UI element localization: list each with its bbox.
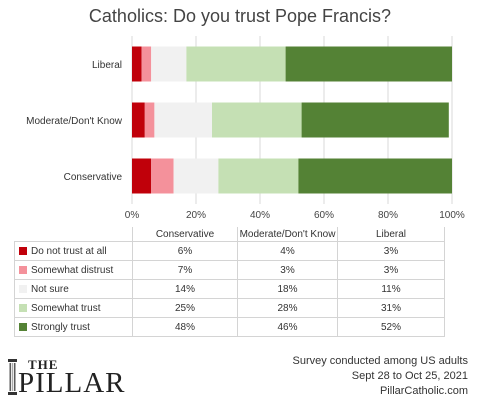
source-line-3: PillarCatholic.com [379, 385, 468, 397]
source-line-1: Survey conducted among US adults [292, 355, 469, 367]
table-cell: 18% [237, 279, 338, 299]
bar-segment [186, 46, 286, 82]
table-cell: 25% [132, 298, 238, 318]
data-table: Conservative Moderate/Don't Know Liberal… [14, 227, 445, 337]
chart-title: Catholics: Do you trust Pope Francis? [88, 6, 392, 26]
table-corner [15, 227, 133, 242]
row-label-text: Somewhat trust [31, 302, 101, 314]
table-cell: 3% [237, 260, 338, 280]
row-label: Somewhat distrust [14, 260, 133, 280]
bar-segment [144, 102, 155, 138]
column-header: Liberal [337, 227, 445, 242]
bar-segment [212, 102, 302, 138]
table-cell: 46% [237, 317, 338, 337]
legend-swatch [19, 284, 27, 293]
table-row: Strongly trust 48% 46% 52% [14, 317, 445, 337]
row-label: Strongly trust [14, 317, 133, 337]
row-label: Not sure [14, 279, 133, 299]
table-row: Do not trust at all 6% 4% 3% [14, 241, 445, 261]
column-header: Moderate/Don't Know [237, 227, 338, 242]
x-tick-label: 40% [250, 210, 270, 221]
row-label-text: Not sure [31, 283, 69, 295]
table-cell: 6% [132, 241, 238, 261]
table-header-row: Conservative Moderate/Don't Know Liberal [15, 227, 445, 242]
bar-segment [132, 102, 145, 138]
bar-segment [173, 158, 219, 194]
source-line-2: Sept 28 to Oct 25, 2021 [351, 370, 468, 382]
x-tick-label: 60% [314, 210, 334, 221]
bar-segment [141, 46, 152, 82]
bar-segment [151, 46, 187, 82]
x-tick-label: 80% [378, 210, 398, 221]
row-label: Somewhat trust [14, 298, 133, 318]
bar-segment [154, 102, 212, 138]
logo-the: THE [28, 357, 59, 372]
table-cell: 4% [237, 241, 338, 261]
legend-swatch [19, 265, 27, 274]
table-cell: 28% [237, 298, 338, 318]
bar-segment [132, 158, 152, 194]
row-label-text: Do not trust at all [31, 245, 107, 257]
bar-segment [298, 158, 452, 194]
table-cell: 11% [337, 279, 445, 299]
bar-segment [151, 158, 174, 194]
legend-swatch [19, 246, 27, 255]
table-cell: 52% [337, 317, 445, 337]
source-note: Survey conducted among US adults Sept 28… [293, 354, 469, 399]
x-tick-label: 100% [439, 210, 465, 221]
stacked-bar-chart: 0% 20% 40% 60% 80% 100% Liberal Moderate/Don't … [26, 36, 465, 221]
legend-swatch [19, 303, 27, 312]
logo-pillar: PILLAR [18, 367, 126, 399]
category-label: Conservative [64, 172, 123, 183]
table-cell: 14% [132, 279, 238, 299]
table-row: Somewhat trust 25% 28% 31% [14, 298, 445, 318]
category-label: Liberal [92, 60, 122, 71]
x-tick-label: 20% [186, 210, 206, 221]
category-label: Moderate/Don't Know [26, 116, 123, 127]
x-tick-label: 0% [125, 210, 140, 221]
row-label: Do not trust at all [14, 241, 133, 261]
bar-segment [218, 158, 299, 194]
bar-segment [301, 102, 449, 138]
table-cell: 31% [337, 298, 445, 318]
table-cell: 3% [337, 241, 445, 261]
table-cell: 3% [337, 260, 445, 280]
column-header: Conservative [132, 227, 238, 242]
legend-swatch [19, 322, 27, 331]
table-cell: 48% [132, 317, 238, 337]
column-logo-icon [8, 359, 17, 395]
table-row: Somewhat distrust 7% 3% 3% [14, 260, 445, 280]
row-label-text: Strongly trust [31, 321, 90, 333]
table-cell: 7% [132, 260, 238, 280]
bar-segment [132, 46, 142, 82]
table-row: Not sure 14% 18% 11% [14, 279, 445, 299]
bar-segment [285, 46, 452, 82]
row-label-text: Somewhat distrust [31, 264, 114, 276]
